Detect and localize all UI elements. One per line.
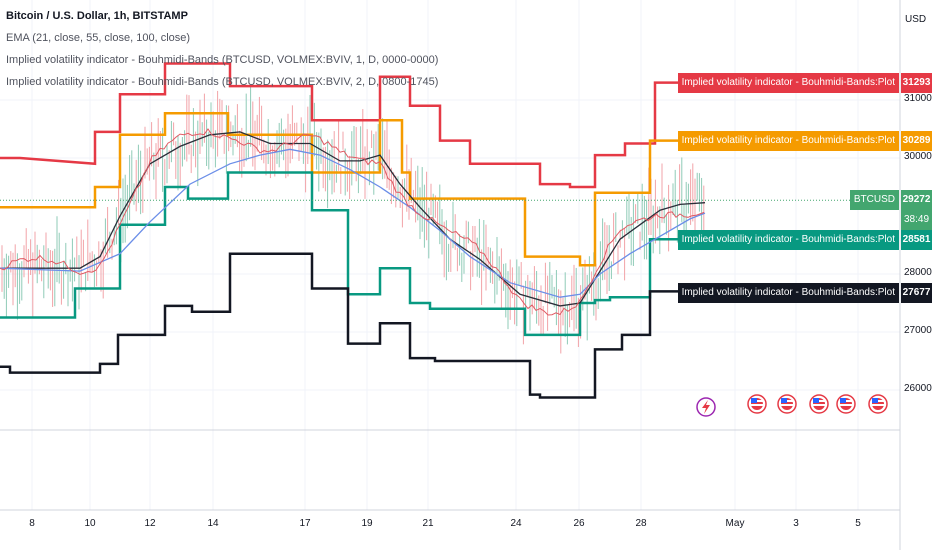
us-flag-event-icon — [777, 394, 797, 414]
plot-label-text[interactable]: BTCUSD — [849, 190, 899, 211]
y-tick-label: 30000 — [904, 151, 932, 162]
price-value-label: 27677 — [901, 282, 932, 303]
price-value-label: 28581 — [901, 230, 932, 251]
x-tick-label: May — [725, 518, 745, 529]
y-tick-label: 31000 — [904, 93, 932, 104]
grid — [0, 0, 900, 510]
series-line-3 — [0, 252, 705, 399]
x-tick-label: 3 — [793, 518, 799, 529]
y-tick-label: 28000 — [904, 267, 932, 278]
plot-label-text[interactable]: Implied volatility indicator - Bouhmidi-… — [677, 282, 899, 303]
series-line-1 — [0, 112, 705, 267]
symbol-title[interactable]: Bitcoin / U.S. Dollar, 1h, BITSTAMP — [6, 10, 188, 22]
ema-fast-line — [0, 128, 705, 316]
price-value-label: 31293 — [901, 73, 932, 93]
ema-legend[interactable]: EMA (21, close, 55, close, 100, close) — [6, 32, 191, 44]
y-tick-label: 27000 — [904, 325, 932, 336]
series-line-2 — [0, 171, 705, 337]
currency-label: USD — [905, 14, 927, 25]
us-flag-event-icon — [868, 394, 888, 414]
ivi1-legend[interactable]: Implied volatility indicator - Bouhmidi-… — [6, 54, 439, 66]
event-icons — [696, 394, 888, 417]
x-tick-label: 12 — [144, 518, 156, 529]
lightning-icon — [696, 397, 716, 417]
x-tick-label: 5 — [855, 518, 861, 529]
series-line-4 — [0, 131, 706, 307]
price-value-label: 29272 — [901, 190, 932, 211]
x-tick-label: 28 — [635, 518, 647, 529]
x-tick-label: 10 — [84, 518, 96, 529]
x-tick-label: 21 — [422, 518, 434, 529]
series-group — [0, 62, 900, 399]
x-tick-label: 26 — [573, 518, 585, 529]
series-line-5 — [0, 148, 706, 298]
ivi2-legend[interactable]: Implied volatility indicator - Bouhmidi-… — [6, 76, 439, 88]
candles — [1, 85, 705, 354]
x-tick-label: 19 — [361, 518, 373, 529]
chart-legend: Bitcoin / U.S. Dollar, 1h, BITSTAMP EMA … — [6, 5, 438, 93]
x-tick-label: 8 — [29, 518, 35, 529]
x-tick-label: 14 — [207, 518, 219, 529]
us-flag-event-icon — [809, 394, 829, 414]
x-tick-label: 17 — [299, 518, 311, 529]
plot-label-text[interactable]: Implied volatility indicator - Bouhmidi-… — [677, 131, 899, 152]
us-flag-event-icon — [836, 394, 856, 414]
us-flag-event-icon — [747, 394, 767, 414]
y-tick-label: 26000 — [904, 383, 932, 394]
series-line-0 — [0, 62, 705, 189]
price-value-label: 30289 — [901, 131, 932, 152]
plot-label-text[interactable]: Implied volatility indicator - Bouhmidi-… — [677, 73, 899, 93]
x-tick-label: 24 — [510, 518, 522, 529]
plot-label-text[interactable]: Implied volatility indicator - Bouhmidi-… — [677, 230, 899, 251]
countdown-label: 38:49 — [901, 210, 932, 231]
